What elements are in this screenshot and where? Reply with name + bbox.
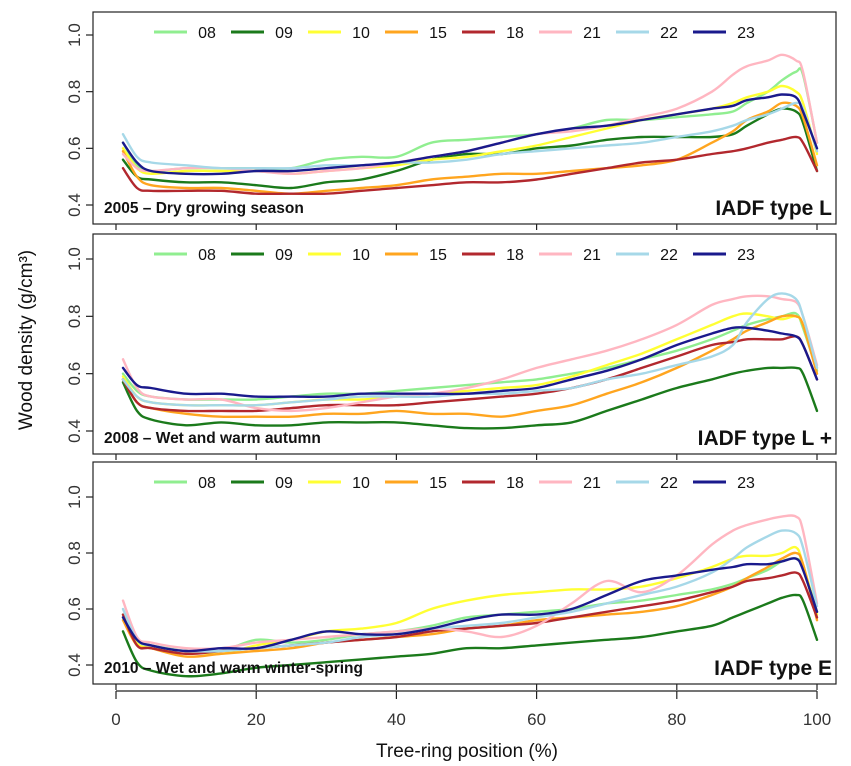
- y-axis-title: Wood density (g/cm³): [16, 250, 37, 430]
- legend-label-23: 23: [737, 247, 755, 264]
- legend-label-10: 10: [352, 247, 370, 264]
- legend-label-18: 18: [506, 247, 524, 264]
- x-tick-label: 0: [111, 710, 120, 729]
- y-tick-label: 0.6: [65, 362, 84, 386]
- series-line-23: [121, 557, 819, 653]
- legend-label-09: 09: [275, 475, 293, 492]
- y-tick-label: 0.4: [65, 419, 84, 443]
- legend-label-08: 08: [198, 475, 216, 492]
- legend-label-15: 15: [429, 475, 447, 492]
- legend-label-18: 18: [506, 475, 524, 492]
- legend-label-09: 09: [275, 25, 293, 42]
- x-tick-label: 80: [667, 710, 686, 729]
- y-tick-label: 0.8: [65, 541, 84, 565]
- legend-label-08: 08: [198, 247, 216, 264]
- series-line-22: [121, 529, 819, 653]
- series-line-23: [121, 326, 819, 399]
- iadf-type-label: IADF type L: [715, 197, 832, 220]
- legend-label-21: 21: [583, 475, 601, 492]
- legend-label-15: 15: [429, 247, 447, 264]
- y-tick-label: 0.8: [65, 80, 84, 104]
- legend-label-10: 10: [352, 25, 370, 42]
- y-tick-label: 1.0: [65, 485, 84, 509]
- y-tick-label: 0.4: [65, 193, 84, 217]
- legend-label-09: 09: [275, 247, 293, 264]
- x-axis: 0 20 40 60 80 100: [111, 690, 831, 729]
- legend-label-21: 21: [583, 25, 601, 42]
- panels-group: 0.4 0.6 0.8 1.0 08 09 10 15 18 21 22 23 2005 – Dry g…: [65, 11, 837, 729]
- y-tick-label: 0.6: [65, 137, 84, 161]
- series-line-09: [121, 366, 819, 430]
- iadf-type-label: IADF type L +: [698, 427, 832, 450]
- y-tick-label: 0.6: [65, 597, 84, 621]
- series-line-22: [121, 292, 819, 407]
- series-line-21: [121, 294, 819, 413]
- panel-1: 0.4 0.6 0.8 1.0 08 09 10 15 18 21 22 23 2005 – Dry g…: [65, 11, 837, 230]
- iadf-type-label: IADF type E: [714, 657, 832, 680]
- legend-label-18: 18: [506, 25, 524, 42]
- panel-condition-label: 2005 – Dry growing season: [104, 200, 304, 217]
- panel-2: 0.4 0.6 0.8 1.0 08 09 10 15 18 21 22 23 2008 – Wet a…: [65, 233, 837, 460]
- series-line-23: [121, 93, 819, 176]
- x-tick-label: 60: [527, 710, 546, 729]
- legend-label-10: 10: [352, 475, 370, 492]
- panel-condition-label: 2010 – Wet and warm winter-spring: [104, 660, 363, 677]
- y-tick-label: 0.8: [65, 305, 84, 329]
- series-line-22: [121, 101, 819, 170]
- series-line-18: [121, 335, 819, 413]
- x-axis-title: Tree-ring position (%): [376, 741, 558, 762]
- series-line-09: [121, 593, 819, 678]
- legend-label-08: 08: [198, 25, 216, 42]
- y-tick-label: 0.4: [65, 653, 84, 677]
- y-tick-label: 1.0: [65, 247, 84, 271]
- legend-label-22: 22: [660, 25, 678, 42]
- x-tick-label: 40: [387, 710, 406, 729]
- series-line-18: [121, 571, 819, 656]
- x-tick-label: 20: [247, 710, 266, 729]
- series-line-15: [121, 551, 819, 658]
- legend-label-23: 23: [737, 475, 755, 492]
- series-line-10: [121, 84, 819, 176]
- series-line-10: [121, 312, 819, 407]
- legend-label-22: 22: [660, 475, 678, 492]
- legend-label-21: 21: [583, 247, 601, 264]
- series-line-18: [121, 135, 819, 196]
- legend-label-22: 22: [660, 247, 678, 264]
- legend-label-23: 23: [737, 25, 755, 42]
- series-line-15: [121, 101, 819, 195]
- legend-label-15: 15: [429, 25, 447, 42]
- series-line-15: [121, 314, 819, 419]
- panel-condition-label: 2008 – Wet and warm autumn: [104, 430, 321, 447]
- series-line-10: [121, 545, 819, 656]
- y-tick-label: 1.0: [65, 23, 84, 47]
- x-tick-label: 100: [803, 710, 831, 729]
- panel-frame: [92, 11, 837, 225]
- panel-frame: [92, 461, 837, 685]
- panel-3: 0.4 0.6 0.8 1.0 08 09 10 15 18 21 22 23 2010 – Wet a…: [65, 461, 837, 690]
- panel-frame: [92, 233, 837, 455]
